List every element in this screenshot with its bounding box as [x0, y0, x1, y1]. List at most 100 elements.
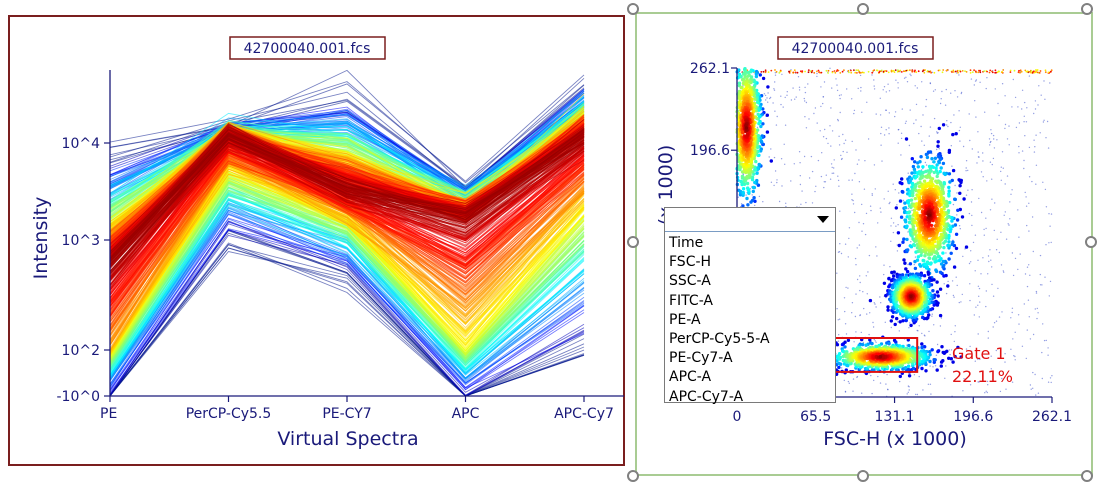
scatter-point	[933, 255, 937, 259]
spectrum-line	[109, 129, 585, 265]
scatter-point	[774, 110, 776, 112]
scatter-point	[890, 315, 895, 319]
scatter-point	[971, 71, 974, 73]
scatter-point	[862, 341, 865, 344]
scatter-point	[993, 138, 995, 140]
scatter-point	[958, 225, 961, 227]
scatter-point	[875, 306, 877, 308]
scatter-point	[876, 255, 878, 257]
scatter-point	[889, 319, 893, 323]
scatter-point	[928, 70, 930, 73]
scatter-point	[1024, 273, 1027, 275]
scatter-point	[1045, 244, 1047, 246]
scatter-point	[824, 181, 827, 183]
scatter-point	[737, 68, 741, 72]
scatter-point	[1029, 384, 1032, 386]
scatter-point	[792, 87, 794, 89]
scatter-point	[1018, 69, 1020, 72]
scatter-point	[942, 274, 946, 278]
scatter-point	[960, 92, 962, 95]
scatter-point	[864, 233, 867, 236]
scatter-point	[1026, 224, 1028, 227]
scatter-point	[852, 390, 854, 392]
scatter-point	[739, 74, 743, 79]
scatter-point	[903, 206, 908, 210]
scatter-point	[864, 343, 868, 347]
scatter-point	[805, 127, 808, 129]
scatter-point	[950, 121, 952, 124]
scatter-point	[754, 74, 759, 79]
scatter-point	[834, 71, 837, 74]
scatter-point	[815, 185, 817, 187]
scatter-point	[910, 157, 914, 161]
scatter-point	[994, 69, 997, 72]
scatter-point	[890, 225, 892, 227]
scatter-point	[969, 345, 971, 348]
scatter-point	[773, 89, 776, 91]
scatter-point	[889, 281, 892, 284]
scatter-point	[1011, 106, 1013, 108]
scatter-point	[921, 165, 925, 169]
scatter-point	[822, 102, 824, 105]
scatter-point	[1039, 132, 1041, 134]
scatter-point	[1014, 355, 1016, 358]
scatter-point	[790, 180, 792, 182]
scatter-point	[785, 205, 787, 208]
scatter-point	[816, 72, 818, 75]
scatter-point	[900, 132, 903, 134]
scatter-point	[801, 190, 803, 192]
scatter-point	[1019, 253, 1021, 255]
scatter-point	[954, 331, 956, 333]
scatter-point	[965, 348, 968, 350]
scatter-point	[988, 71, 991, 74]
scatter-point	[836, 272, 838, 274]
scatter-point	[847, 380, 850, 383]
scatter-point	[868, 298, 873, 303]
scatter-point	[856, 278, 859, 281]
spectra-y-tick-label: 10^2	[62, 343, 100, 359]
spectrum-line	[109, 132, 585, 253]
scatter-point	[905, 269, 910, 274]
scatter-point	[861, 111, 863, 114]
scatter-point	[741, 187, 746, 191]
scatter-point	[932, 358, 936, 362]
scatter-point	[969, 299, 971, 302]
scatter-point	[918, 196, 922, 200]
scatter-point	[843, 142, 845, 145]
scatter-point	[860, 342, 865, 347]
scatter-point	[936, 140, 940, 144]
scatter-point	[775, 70, 778, 73]
scatter-point	[740, 203, 743, 205]
scatter-point	[786, 94, 788, 97]
scatter-point	[851, 98, 853, 100]
scatter-point	[939, 196, 943, 200]
scatter-point	[904, 137, 909, 141]
scatter-point	[982, 176, 984, 178]
scatter-point	[915, 119, 917, 121]
scatter-point	[1028, 230, 1030, 232]
scatter-point	[909, 177, 914, 181]
scatter-point	[903, 77, 906, 79]
scatter-point	[836, 89, 839, 92]
scatter-point	[856, 163, 859, 165]
scatter-point	[798, 89, 801, 91]
scatter-point	[948, 229, 952, 234]
scatter-point	[957, 71, 959, 74]
scatter-point	[761, 76, 766, 81]
scatter-point	[991, 198, 993, 200]
scatter-point	[897, 69, 899, 71]
scatter-point	[945, 292, 948, 295]
scatter-point	[805, 201, 807, 204]
scatter-point	[997, 102, 999, 105]
scatter-point	[761, 122, 765, 126]
scatter-point	[888, 112, 890, 114]
scatter-point	[983, 228, 985, 231]
scatter-point	[754, 159, 758, 164]
scatter-point	[796, 71, 799, 74]
scatter-point	[1042, 121, 1045, 123]
scatter-point	[760, 71, 763, 73]
scatter-point	[936, 254, 941, 259]
scatter-point	[958, 74, 960, 76]
scatter-point	[935, 290, 940, 294]
scatter-point	[804, 70, 806, 73]
